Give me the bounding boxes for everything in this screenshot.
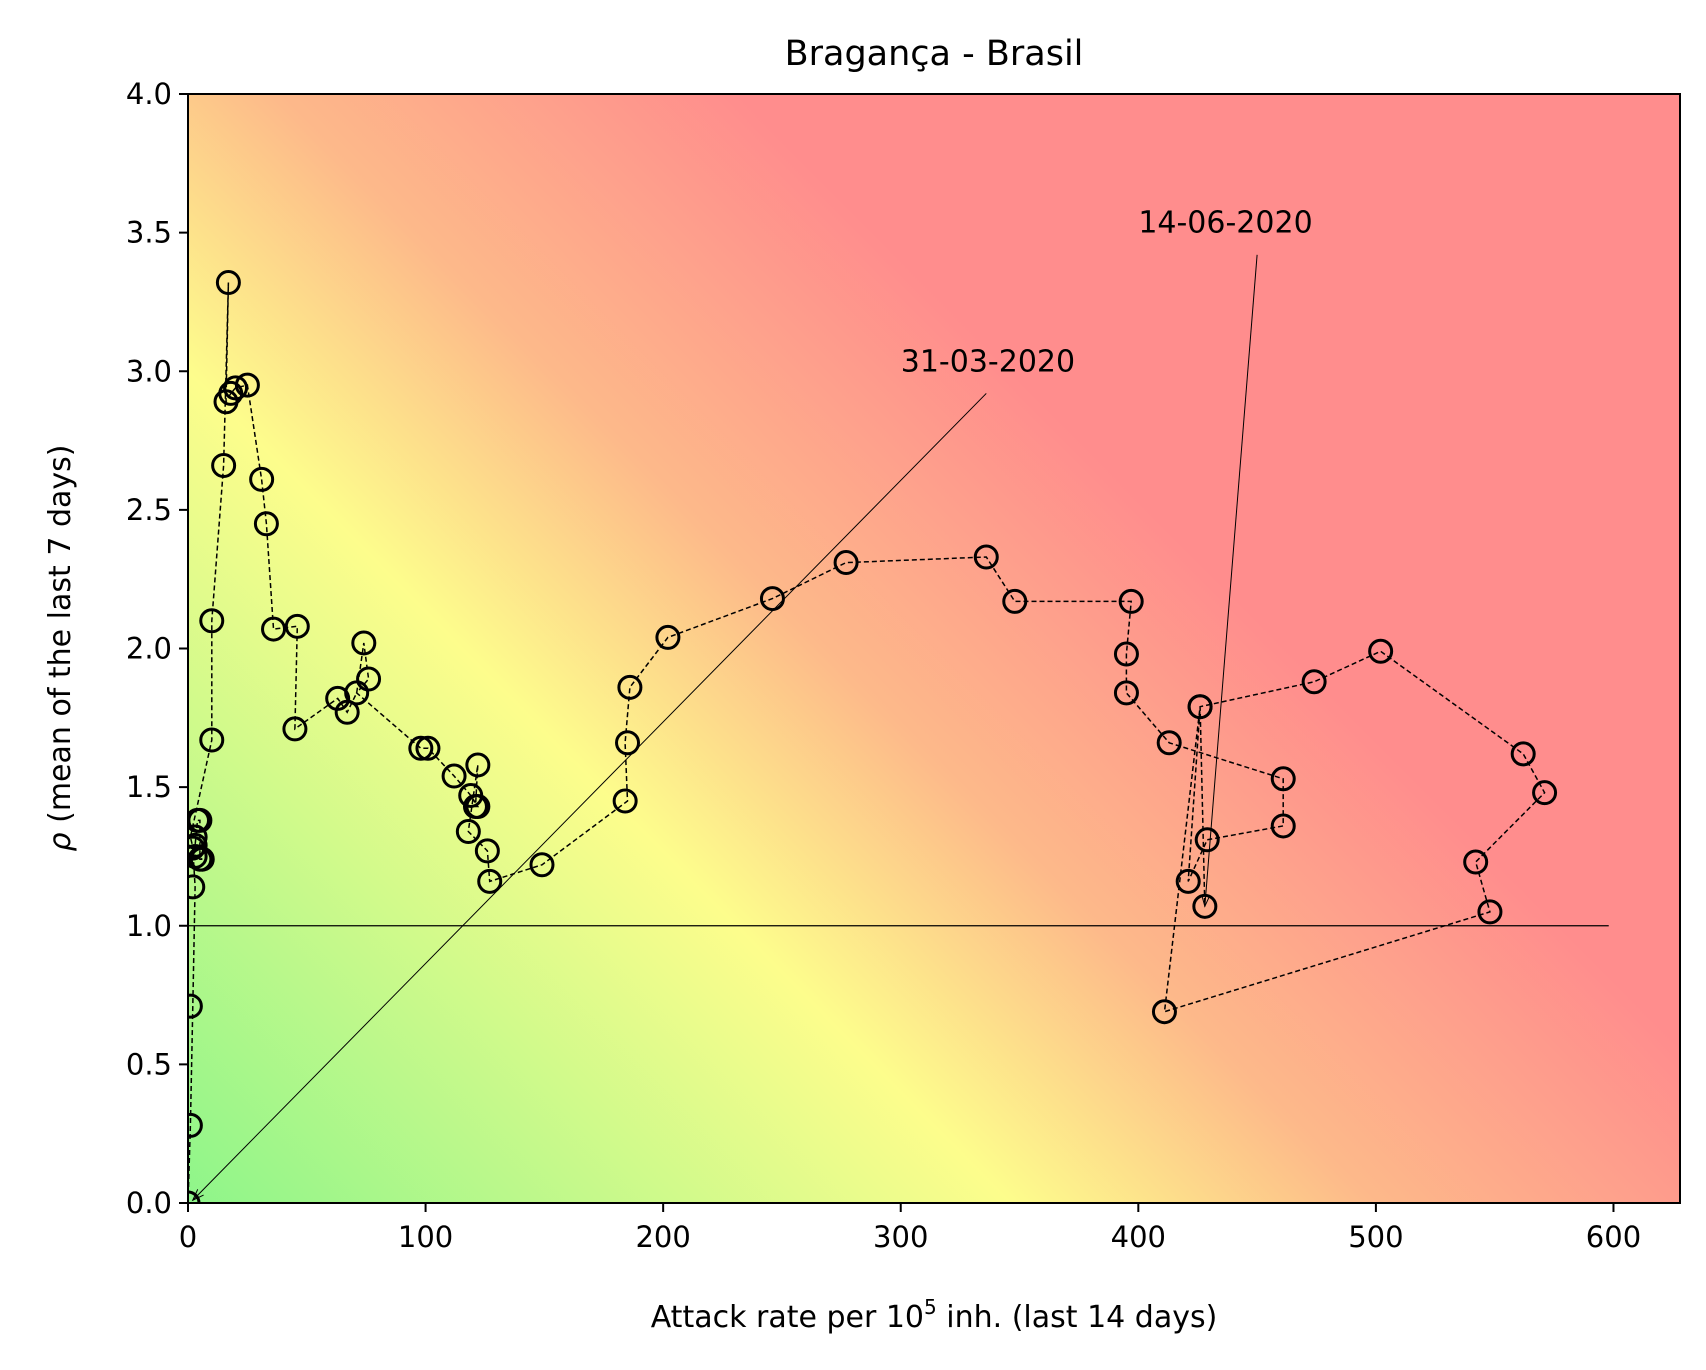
data-point (465, 752, 491, 778)
data-point (612, 788, 638, 814)
y-tick-label: 0.0 (126, 1186, 172, 1220)
data-point (1270, 766, 1296, 792)
data-point (356, 666, 382, 692)
data-point (1477, 899, 1503, 925)
x-tick-label: 0 (179, 1220, 197, 1254)
data-point (477, 868, 503, 894)
data-point (249, 466, 275, 492)
data-point (334, 699, 360, 725)
data-point (1532, 780, 1558, 806)
data-point (1463, 849, 1489, 875)
data-point (1151, 999, 1177, 1025)
data-point (617, 674, 643, 700)
data-point (1270, 813, 1296, 839)
data-point (1156, 730, 1182, 756)
data-point (234, 372, 260, 398)
data-point (199, 608, 225, 634)
data-point (1194, 827, 1220, 853)
y-tick-label: 2.0 (126, 632, 172, 666)
data-point (351, 630, 377, 656)
data-point (1175, 868, 1201, 894)
data-point (455, 818, 481, 844)
data-point (199, 727, 225, 753)
x-tick-label: 500 (1348, 1220, 1403, 1254)
data-point (465, 794, 491, 820)
x-axis: 0 100 200 300 400 500 600 (179, 1203, 1641, 1254)
data-point (408, 735, 434, 761)
data-point (973, 544, 999, 570)
chart-title: Bragança - Brasil (785, 34, 1084, 74)
data-point (188, 832, 208, 858)
data-point (1113, 641, 1139, 667)
data-point (253, 511, 279, 537)
y-tick-label: 0.5 (126, 1047, 172, 1081)
risk-background (188, 94, 1680, 1203)
data-point (474, 838, 500, 864)
annotation-arrowhead (1201, 894, 1211, 908)
data-point (223, 375, 249, 401)
annotation-arrowhead (191, 1189, 204, 1202)
data-point (1187, 694, 1213, 720)
y-axis: 0.0 0.5 1.0 1.5 2.0 2.5 3.0 3.5 4.0 (126, 77, 188, 1220)
data-point (282, 716, 308, 742)
y-tick-label: 2.5 (126, 493, 172, 527)
data-point (188, 874, 206, 900)
y-tick-label: 1.5 (126, 770, 172, 804)
x-tick-label: 600 (1586, 1220, 1641, 1254)
data-point (655, 624, 681, 650)
data-point (188, 1112, 203, 1138)
x-tick-label: 100 (398, 1220, 453, 1254)
x-axis-label: Attack rate per 105 inh. (last 14 days) (651, 1295, 1218, 1335)
data-point (284, 613, 310, 639)
x-tick-label: 400 (1111, 1220, 1166, 1254)
data-point (1002, 588, 1028, 614)
data-point (615, 730, 641, 756)
annotation-label: 14-06-2020 (1138, 206, 1312, 241)
data-point (1192, 893, 1218, 919)
data-point (1510, 741, 1536, 767)
data-point (1368, 638, 1394, 664)
y-axis-label: ρ (mean of the last 7 days) (43, 445, 78, 852)
data-point (1113, 680, 1139, 706)
data-point (261, 616, 287, 642)
data-point (441, 763, 467, 789)
data-point (1118, 588, 1144, 614)
data-point (529, 852, 555, 878)
x-tick-label: 200 (635, 1220, 690, 1254)
y-tick-label: 3.5 (126, 216, 172, 250)
trajectory-path (188, 282, 1546, 1203)
data-point (833, 550, 859, 576)
y-tick-label: 3.0 (126, 354, 172, 388)
annotation-arrow (192, 393, 987, 1201)
y-tick-label: 4.0 (126, 77, 172, 111)
x-tick-label: 300 (873, 1220, 928, 1254)
data-point (415, 735, 441, 761)
data-point (215, 270, 241, 296)
data-point (189, 846, 215, 872)
y-tick-label: 1.0 (126, 909, 172, 943)
data-point (759, 586, 785, 612)
data-point (1301, 669, 1327, 695)
annotation-arrow (1204, 254, 1258, 907)
data-point (188, 993, 203, 1019)
annotation-label: 31-03-2020 (901, 344, 1075, 379)
data-point (211, 453, 237, 479)
